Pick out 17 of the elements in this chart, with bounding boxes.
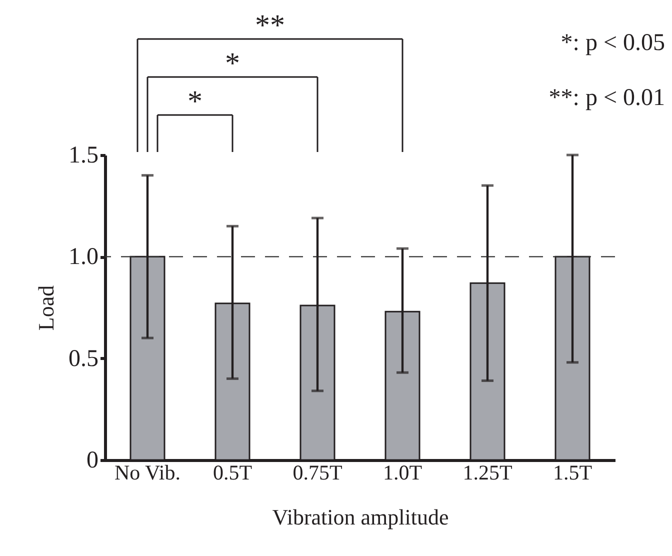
x-axis-title: Vibration amplitude [272,504,449,530]
y-tick-label: 0.5 [68,346,98,372]
x-tick-label: 1.25T [462,460,512,484]
x-tick-label: 0.75T [292,460,342,484]
y-tick-label: 1.5 [68,142,98,168]
text: **: p < 0.01 [548,85,665,111]
text: ** [255,9,285,42]
text: *: p < 0.05 [560,30,665,56]
text: * [188,85,202,118]
x-tick-label: 1.0T [382,460,422,484]
y-axis-title: Load [34,285,58,331]
x-tick-label: No Vib. [114,460,181,484]
x-tick-label: 0.5T [212,460,252,484]
y-tick-label: 1.0 [68,244,98,270]
y-tick-label: 0 [86,448,98,474]
x-tick-label: 1.5T [552,460,592,484]
text: * [225,47,240,80]
